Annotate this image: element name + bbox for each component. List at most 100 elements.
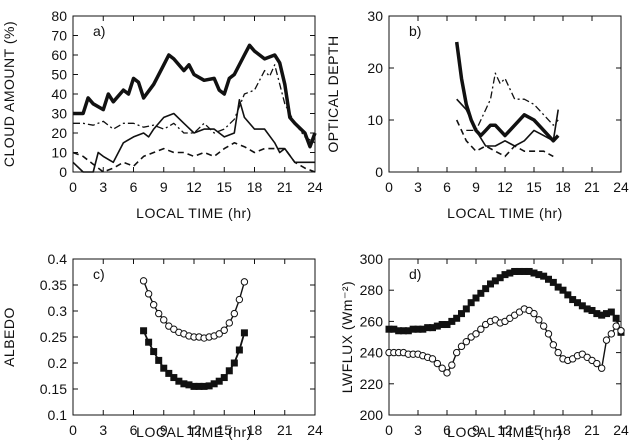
data-point-square [506,269,514,277]
y-tick-label: 0.2 [48,355,68,371]
data-point-circle [607,330,616,338]
data-point-square [598,311,606,319]
x-tick-label: 15 [216,179,232,195]
data-point-square [215,377,223,385]
x-tick-label: 12 [186,422,202,438]
x-tick-label: 18 [247,179,263,195]
x-tick-label: 0 [385,179,393,195]
data-point-square [175,377,183,385]
series-line-1 [142,280,246,339]
data-point-circle [438,364,446,372]
plot-frame [388,258,622,416]
x-tick-label: 15 [216,422,232,438]
data-point-circle [428,355,437,363]
data-point-circle [433,359,442,368]
data-point-square [559,286,567,294]
data-point-square [516,267,523,275]
y-tick-label: 40 [51,86,67,102]
data-point-square [564,291,572,299]
data-point-square [482,285,490,293]
x-tick-label: 15 [526,179,542,195]
data-point-circle [549,341,558,349]
data-point-square [588,306,596,314]
data-point-square [607,308,615,316]
data-point-circle [457,342,466,351]
x-tick-label: 6 [130,179,138,195]
y-tick-label: 240 [360,345,384,361]
y-tick-label: 220 [360,376,384,392]
data-point-square [185,381,193,389]
series-line-2 [72,99,315,173]
data-point-square [195,382,203,390]
data-point-circle [452,348,461,357]
series-line-1 [454,41,560,143]
data-point-square [170,374,178,382]
y-axis-title: ALBEDO [1,307,17,367]
data-point-square [205,382,213,390]
data-point-square [210,380,218,388]
data-point-circle [149,301,158,309]
data-point-square [400,327,407,335]
data-point-square [448,317,456,325]
data-point-circle [144,290,153,298]
x-axis-title: LOCAL TIME (hr) [447,424,563,440]
data-point-square [612,314,620,322]
y-tick-label: 50 [51,67,67,83]
data-point-circle [220,326,228,334]
panel-label: c) [93,266,105,282]
data-point-square [165,369,173,377]
y-tick-label: 0.35 [40,277,67,293]
x-tick-label: 18 [555,179,571,195]
data-point-square [409,325,417,333]
data-point-circle [554,348,562,357]
y-axis-title: CLOUD AMOUNT (%) [1,21,17,167]
series-line-3 [73,64,316,144]
data-point-square [395,327,403,335]
data-point-circle [539,322,548,330]
data-point-square [525,267,533,275]
data-point-square [390,325,398,333]
data-point-square [155,356,163,364]
y-tick-label: 260 [360,313,384,329]
y-tick-label: 0.1 [48,407,68,423]
panel-label: d) [409,266,421,282]
data-point-square [477,289,485,297]
data-point-circle [225,319,233,327]
data-point-square [424,324,432,332]
x-tick-label: 18 [555,422,571,438]
data-point-circle [535,316,543,324]
x-axis-title: LOCAL TIME (hr) [136,424,252,440]
data-point-circle [235,295,244,304]
data-point-square [511,267,519,275]
data-point-circle [230,309,239,318]
x-tick-label: 24 [613,179,629,195]
y-tick-label: 10 [51,145,67,161]
y-tick-label: 0.15 [40,381,67,397]
y-tick-label: 200 [360,407,384,423]
data-point-square [491,277,499,285]
chart-panel-d: 0 3 6 9 12 15 18 21 24 200 220 240 260 280 300 LOCAL TI… [339,251,629,440]
data-point-square [574,299,581,307]
x-tick-label: 18 [247,422,263,438]
data-point-square [404,327,412,335]
x-tick-label: 24 [307,422,323,438]
data-point-circle [240,278,249,286]
y-tick-label: 30 [51,106,67,122]
y-tick-label: 20 [51,125,67,141]
series-line-3 [466,72,559,132]
data-point-square [190,382,198,390]
data-point-square [487,280,494,288]
y-axis-title: LWFLUX (Wm⁻²) [339,281,355,393]
data-point-circle [617,327,625,335]
series-line-4 [455,119,554,158]
x-tick-label: 21 [277,179,293,195]
x-tick-label: 3 [99,179,107,195]
data-point-circle [443,369,451,377]
data-point-square [150,348,158,356]
y-tick-label: 20 [367,60,383,76]
data-point-square [220,374,228,382]
x-tick-label: 0 [69,422,77,438]
data-point-square [569,296,577,304]
panel-label: b) [409,23,421,39]
